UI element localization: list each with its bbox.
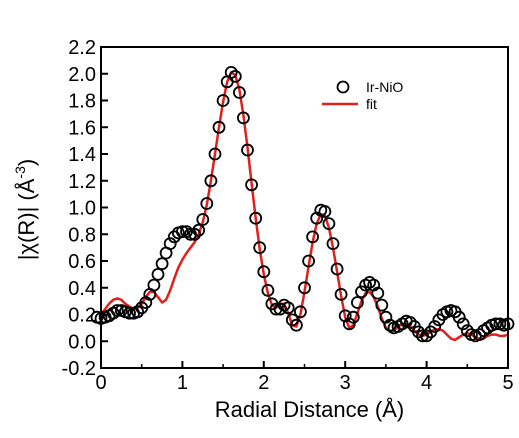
data-point-ir-nio (342, 317, 356, 331)
data-point-ir-nio (175, 225, 189, 239)
x-tick-label: 0 (95, 372, 106, 394)
data-point-ir-nio (123, 306, 136, 320)
data-point-ir-nio (188, 227, 202, 241)
y-tick-label: 0.6 (68, 251, 96, 273)
data-point-ir-nio (273, 302, 287, 316)
data-point-ir-nio (289, 318, 303, 332)
data-point-ir-nio (155, 257, 169, 271)
plot-frame (100, 46, 509, 369)
data-point-ir-nio (302, 254, 316, 268)
data-point-ir-nio (350, 296, 364, 309)
data-point-ir-nio (241, 143, 254, 157)
tick-group: 0 1 2 3 4 5 -0.2 0.0 0.2 0.4 0.6 0.8 1.0 1.2 1.4 1.6 1.8… (62, 37, 514, 394)
y-tick-label: 1.8 (68, 91, 96, 113)
data-point-ir-nio (473, 328, 486, 342)
data-point-ir-nio (330, 262, 344, 276)
y-tick-label: 0.8 (68, 224, 96, 246)
y-tick-label: 1.2 (68, 171, 96, 193)
data-point-ir-nio (208, 147, 222, 161)
y-tick-label: -0.2 (62, 358, 96, 380)
data-point-ir-nio (216, 94, 230, 107)
y-tick-label: 2.0 (68, 64, 96, 86)
y-axis-title-main: |χ(R)| (Å (14, 178, 39, 260)
data-point-ir-nio (456, 317, 470, 331)
y-tick-label: 1.0 (68, 198, 96, 220)
data-point-ir-nio (355, 285, 368, 299)
data-point-ir-nio (293, 305, 307, 319)
data-point-ir-nio (245, 178, 259, 192)
data-point-ir-nio (306, 230, 320, 244)
data-point-ir-nio (163, 237, 177, 251)
y-axis-title-close: ) (14, 159, 39, 166)
data-point-ir-nio (228, 70, 242, 83)
data-point-ir-nio (261, 283, 275, 297)
series-group (90, 66, 515, 343)
y-tick-label: 0.4 (68, 278, 96, 300)
data-point-ir-nio (151, 267, 165, 281)
data-point-ir-nio (281, 301, 295, 315)
data-point-ir-nio (212, 120, 226, 134)
x-axis-title: Radial Distance (Å) (215, 397, 405, 422)
legend-label: fit (366, 96, 377, 112)
y-tick-label: 1.4 (68, 144, 96, 166)
data-point-ir-nio (257, 265, 271, 279)
data-point-ir-nio (371, 286, 385, 300)
y-tick-label: 0.2 (68, 305, 96, 327)
data-point-ir-nio (322, 217, 336, 231)
data-point-ir-nio (334, 287, 348, 301)
x-tick-label: 3 (340, 372, 351, 394)
data-point-ir-nio (375, 298, 389, 312)
data-point-ir-nio (196, 213, 210, 226)
data-point-ir-nio (204, 174, 218, 188)
data-point-ir-nio (147, 278, 161, 292)
y-tick-label: 2.2 (68, 37, 96, 59)
x-tick-label: 4 (421, 372, 432, 394)
series-line-fit (100, 71, 509, 342)
data-point-ir-nio (200, 197, 214, 210)
legend-label: Ir-NiO (366, 79, 403, 95)
legend-marker-circle (336, 80, 350, 94)
data-point-ir-nio (224, 66, 238, 79)
data-point-ir-nio (326, 237, 340, 251)
data-point-ir-nio (452, 310, 466, 324)
data-point-ir-nio (249, 211, 263, 225)
data-point-ir-nio (110, 304, 124, 317)
data-point-ir-nio (403, 316, 417, 329)
x-tick-label: 5 (502, 372, 513, 394)
y-axis-title: |χ(R)| (Å-3) (12, 159, 39, 260)
y-axis-title-sup: -3 (12, 166, 28, 179)
y-tick-label: 1.6 (68, 117, 96, 139)
x-tick-label: 1 (177, 372, 188, 394)
y-tick-label: 0.0 (68, 331, 96, 353)
data-point-ir-nio (192, 223, 206, 237)
data-point-ir-nio (318, 205, 332, 218)
data-point-ir-nio (131, 305, 145, 319)
x-tick-label: 2 (258, 372, 269, 394)
data-point-ir-nio (489, 317, 503, 331)
data-point-ir-nio (298, 281, 311, 295)
data-point-ir-nio (232, 86, 246, 99)
data-point-ir-nio (346, 310, 360, 324)
data-point-ir-nio (253, 241, 267, 255)
data-point-ir-nio (420, 329, 434, 343)
data-point-ir-nio (236, 111, 250, 125)
data-point-ir-nio (428, 320, 442, 333)
